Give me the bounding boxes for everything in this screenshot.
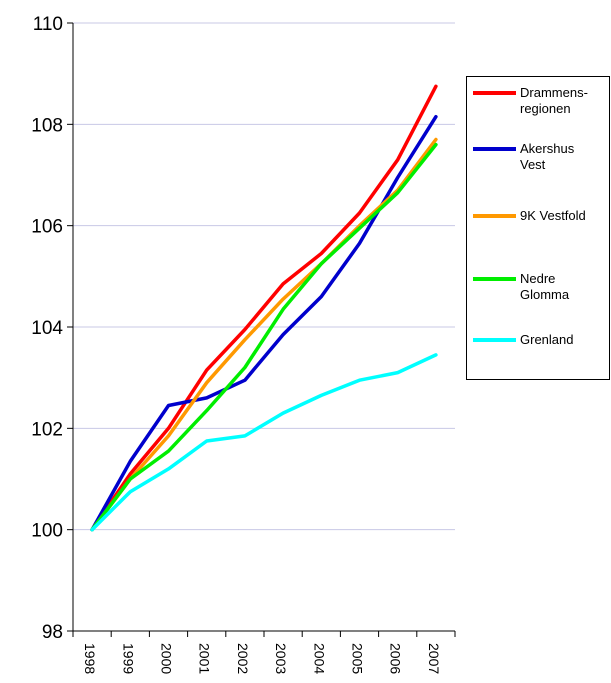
y-axis-tick-labels: 98 100 102 104 106 108 110: [31, 14, 63, 643]
x-tick-label: 2005: [350, 643, 366, 674]
legend-label-line: Akershus: [520, 141, 575, 156]
legend-label: Drammens-regionen: [520, 85, 611, 117]
y-tick-label: 104: [31, 318, 63, 339]
y-tick-label: 100: [31, 521, 63, 542]
axes: [67, 22, 456, 637]
x-tick-label: 2003: [273, 643, 289, 674]
legend-swatch: [473, 277, 516, 281]
gridlines: [73, 22, 455, 531]
x-tick-label: 2002: [235, 643, 251, 674]
x-tick-label: 1999: [120, 643, 136, 674]
legend-swatch: [473, 91, 516, 95]
x-tick-label: 1998: [82, 643, 98, 674]
series-line: [90, 142, 438, 532]
series-line: [90, 353, 438, 532]
x-tick-label: 2004: [311, 643, 327, 674]
legend: Drammens-regionen Akershus Vest 9K Vestfold…: [466, 76, 610, 380]
y-tick-label: 110: [33, 14, 63, 35]
series-lines: [90, 84, 438, 532]
y-tick-label: 98: [42, 622, 63, 643]
legend-label: Nedre Glomma: [520, 271, 611, 303]
y-tick-label: 106: [31, 217, 63, 238]
series-line: [90, 84, 438, 532]
x-tick-label: 2000: [159, 643, 175, 674]
legend-swatch: [473, 214, 516, 218]
legend-label: 9K Vestfold: [520, 208, 611, 224]
y-tick-label: 102: [31, 419, 63, 440]
x-tick-label: 2006: [388, 643, 404, 674]
legend-label-line: regionen: [520, 101, 571, 116]
legend-label-line: Grenland: [520, 332, 574, 347]
x-axis-tick-labels: 1998 1999 2000 2001 2002 2003 2004 2005 2006 2007: [82, 643, 442, 674]
series-line: [90, 137, 438, 532]
legend-label-line: Glomma: [520, 287, 570, 302]
legend-label-line: Vest: [520, 157, 546, 172]
legend-label-line: Nedre: [520, 271, 556, 286]
legend-label: Akershus Vest: [520, 141, 611, 173]
legend-swatch: [473, 338, 516, 342]
x-tick-label: 2001: [197, 643, 213, 674]
legend-label: Grenland: [520, 332, 611, 348]
legend-swatch: [473, 147, 516, 151]
legend-label-line: Drammens-: [520, 85, 588, 100]
legend-label-line: 9K Vestfold: [520, 208, 586, 223]
y-tick-label: 108: [31, 115, 63, 136]
x-tick-label: 2007: [426, 643, 442, 674]
